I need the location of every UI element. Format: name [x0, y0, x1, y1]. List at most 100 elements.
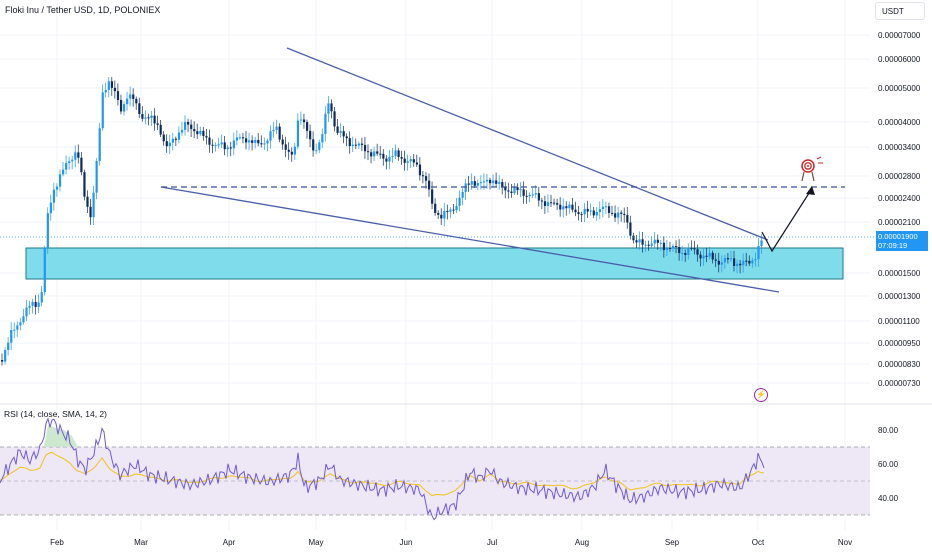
price-tick-label: 0.00000730 — [878, 379, 921, 388]
chart-title: Floki Inu / Tether USD, 1D, POLONIEX — [5, 5, 161, 15]
time-tick-label: May — [308, 538, 323, 547]
candle-body — [333, 111, 336, 127]
candle-body — [388, 157, 391, 162]
candle-body — [296, 120, 300, 147]
candle-body — [638, 239, 641, 243]
candle-body — [58, 174, 62, 187]
price-tick-label: 0.00003400 — [878, 143, 921, 152]
candle-body — [86, 196, 89, 207]
candle-body — [565, 206, 568, 209]
price-tick-label: 0.00007000 — [878, 31, 921, 40]
candle-body — [327, 103, 330, 114]
candle-body — [757, 246, 760, 260]
candle-body — [144, 117, 147, 119]
candle-body — [431, 189, 434, 204]
current-price-value: 0.00001900 — [878, 232, 918, 241]
projection-path[interactable] — [761, 189, 812, 253]
candle-body — [443, 210, 446, 219]
candle-body — [171, 138, 174, 143]
candle-body — [586, 208, 589, 212]
candle-body — [92, 192, 95, 218]
price-tick-label: 0.00006000 — [878, 55, 921, 64]
candle-body — [302, 119, 306, 123]
candle-body — [629, 222, 632, 236]
candle-body — [702, 255, 705, 259]
rsi-axis[interactable]: 80.00 60.00 40.00 — [878, 426, 899, 503]
candle-body — [391, 155, 394, 158]
candle-body — [519, 189, 522, 191]
candle-body — [31, 302, 34, 306]
candle-body — [751, 260, 754, 264]
candle-body — [190, 124, 193, 129]
price-tick-label: 0.00001100 — [878, 317, 920, 326]
candle-body — [522, 189, 525, 196]
price-tick-label: 0.00000830 — [878, 360, 921, 369]
candle-body — [62, 169, 65, 175]
candle-body — [68, 161, 71, 164]
candle-body — [382, 153, 385, 159]
price-tick-label: 0.00001500 — [878, 269, 921, 278]
candle-body — [495, 180, 498, 184]
candle-body — [577, 212, 580, 215]
candle-body — [266, 140, 269, 144]
candle-body — [611, 212, 614, 214]
current-price-tag: 0.00001900 07:09:19 — [876, 231, 928, 251]
lightning-icon[interactable]: ⚡ — [754, 388, 768, 402]
candle-body — [208, 137, 211, 145]
candle-body — [199, 130, 202, 135]
candle-body — [412, 159, 415, 163]
candle-body — [34, 302, 37, 307]
candle-body — [479, 182, 483, 184]
rsi-indicator-label[interactable]: RSI (14, close, SMA, 14, 2) — [4, 409, 107, 419]
upper-trendline[interactable] — [286, 47, 769, 241]
currency-button[interactable]: USDT — [875, 2, 925, 20]
candle-body — [309, 130, 312, 140]
candle-body — [98, 128, 101, 162]
candle-body — [150, 115, 153, 119]
candle-body — [135, 98, 138, 104]
candle-body — [339, 131, 342, 133]
candle-body — [742, 260, 745, 266]
candle-body — [687, 247, 690, 256]
candle-body — [116, 91, 120, 101]
countdown-timer: 07:09:19 — [878, 241, 908, 250]
candle-body — [318, 142, 321, 151]
price-tick-label: 0.00002100 — [878, 218, 921, 227]
price-axis[interactable]: 0.00007000 0.00006000 0.00005000 0.00004000… — [878, 31, 921, 388]
candle-body — [37, 302, 40, 307]
candle-body — [306, 122, 309, 131]
candle-body — [580, 214, 583, 216]
candle-body — [156, 123, 159, 125]
time-tick-label: Jun — [400, 538, 413, 547]
time-tick-label: Feb — [50, 538, 64, 547]
candle-body — [357, 143, 361, 146]
candle-body — [607, 206, 611, 213]
candle-body — [693, 248, 696, 250]
candle-body — [159, 124, 162, 135]
candle-body — [653, 239, 656, 244]
candle-body — [241, 137, 245, 139]
candle-body — [113, 87, 117, 92]
candle-body — [672, 245, 675, 249]
candle-body — [452, 209, 455, 211]
candle-body — [498, 182, 501, 184]
candle-body — [336, 126, 339, 133]
candle-body — [604, 206, 608, 208]
candle-body — [248, 140, 251, 143]
candle-body — [107, 81, 110, 90]
candle-body — [470, 181, 473, 185]
candle-body — [226, 147, 229, 150]
lower-trendline[interactable] — [160, 186, 780, 293]
candle-body — [516, 187, 519, 191]
candle-body — [595, 211, 598, 216]
candle-body — [141, 113, 144, 119]
candle-body — [446, 210, 449, 212]
candle-body — [665, 248, 669, 251]
candle-body — [723, 258, 727, 263]
candle-body — [162, 134, 165, 142]
candle-body — [556, 203, 559, 205]
time-axis[interactable]: Feb Mar Apr May Jun Jul Aug Sep Oct Nov — [50, 538, 852, 547]
candle-body — [568, 204, 571, 209]
